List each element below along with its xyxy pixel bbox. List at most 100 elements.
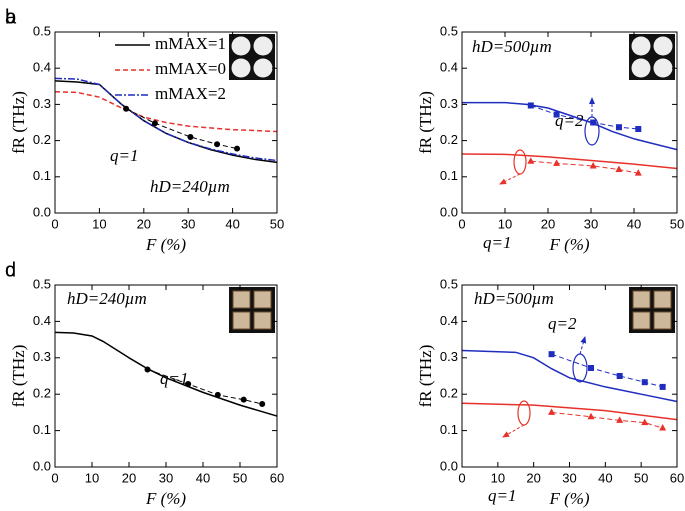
series-line	[54, 77, 278, 162]
data-point	[634, 169, 642, 176]
y-tick-label: 0.5	[440, 23, 458, 38]
x-tick-label: 0	[458, 470, 465, 485]
y-tick-label: 0.5	[33, 23, 51, 38]
series-line	[551, 411, 663, 429]
y-tick-label: 0.2	[33, 132, 51, 147]
panel: c 0 10 20 30 40 50 60 0.0 0.1 0.2 0.3 0.4 0.5 F (%) fR …	[5, 259, 284, 508]
x-axis-label: F (%)	[145, 489, 186, 508]
y-tick-label: 0.3	[440, 349, 458, 364]
series-line	[461, 349, 678, 403]
legend-label: mMAX=1	[155, 34, 226, 53]
y-tick-label: 0.0	[33, 204, 51, 219]
mode-arrow	[579, 336, 587, 355]
data-point	[187, 133, 194, 140]
y-tick-label: 0.1	[440, 168, 458, 183]
annotation: hD=500µm	[474, 289, 554, 308]
y-tick-label: 0.0	[440, 204, 458, 219]
y-axis-label: fR (THz)	[9, 91, 28, 154]
data-point	[185, 381, 192, 388]
data-point	[553, 111, 560, 118]
inset-square	[632, 290, 651, 309]
inset-disk	[253, 58, 273, 78]
x-tick-label: 30	[562, 470, 576, 485]
y-tick-label: 0.2	[33, 386, 51, 401]
x-axis-label: F (%)	[548, 235, 589, 254]
data-point	[587, 412, 595, 420]
series-line	[530, 160, 639, 174]
x-tick-label: 60	[670, 470, 684, 485]
inset-square	[653, 290, 672, 309]
x-axis-label: F (%)	[548, 489, 589, 508]
y-tick-label: 0.4	[440, 60, 458, 75]
data-point	[214, 391, 221, 398]
data-point	[615, 124, 622, 131]
y-axis-label: fR (THz)	[416, 345, 435, 408]
y-tick-label: 0.0	[440, 458, 458, 473]
data-point	[590, 119, 597, 126]
series-line	[551, 353, 663, 388]
inset-square	[232, 290, 251, 309]
x-tick-label: 50	[233, 470, 247, 485]
x-tick-label: 0	[51, 216, 58, 231]
y-tick-label: 0.3	[440, 96, 458, 111]
series-line	[461, 153, 678, 170]
panel: a 0 10 20 30 40 50 0.0 0.1 0.2 0.3 0.4 0.5 F (%) fR (T…	[5, 6, 284, 254]
x-tick-label: 20	[541, 216, 555, 231]
annotation: q=1	[488, 486, 516, 505]
annotation: q=1	[483, 233, 511, 252]
x-tick-label: 40	[598, 470, 612, 485]
x-tick-label: 50	[634, 470, 648, 485]
data-point	[659, 424, 667, 431]
y-tick-label: 0.5	[440, 276, 458, 291]
inset-square	[653, 311, 672, 330]
data-point	[615, 165, 623, 173]
data-point	[240, 396, 247, 403]
data-point	[659, 383, 666, 390]
panel: b 0 10 20 30 40 50 0.0 0.1 0.2 0.3 0.4 0.5 F (%) fR (T…	[5, 6, 684, 254]
series-line	[54, 331, 278, 417]
y-tick-label: 0.1	[33, 422, 51, 437]
annotation: hD=240µm	[150, 177, 230, 196]
inset-disk	[653, 58, 673, 78]
y-tick-label: 0.3	[33, 349, 51, 364]
data-point	[641, 418, 649, 426]
data-point	[527, 157, 535, 164]
plot-frame	[461, 284, 678, 468]
y-axis-label: fR (THz)	[9, 345, 28, 408]
mode-arrow	[502, 424, 525, 438]
x-tick-label: 40	[627, 216, 641, 231]
inset-square	[253, 290, 272, 309]
x-tick-label: 10	[92, 216, 106, 231]
plot-frame	[461, 31, 678, 214]
panel-label: b	[5, 6, 16, 28]
plot-frame	[54, 31, 278, 214]
data-point	[144, 366, 151, 373]
x-tick-label: 50	[670, 216, 684, 231]
y-tick-label: 0.1	[33, 168, 51, 183]
x-tick-label: 60	[270, 470, 284, 485]
data-point	[616, 373, 623, 379]
legend-label: mMAX=0	[155, 59, 226, 78]
y-tick-label: 0.0	[33, 458, 51, 473]
inset-disk	[253, 36, 273, 56]
data-point	[151, 120, 158, 127]
y-axis-label: fR (THz)	[416, 91, 435, 154]
mode-arrow	[499, 173, 521, 185]
x-tick-label: 0	[458, 216, 465, 231]
data-point	[616, 416, 624, 423]
y-tick-label: 0.3	[33, 96, 51, 111]
y-tick-label: 0.2	[440, 386, 458, 401]
series-line	[54, 90, 278, 133]
inset-square	[232, 311, 251, 330]
y-tick-label: 0.4	[33, 60, 51, 75]
data-point	[588, 364, 594, 371]
y-tick-label: 0.4	[33, 313, 51, 328]
x-tick-label: 10	[491, 470, 505, 485]
data-point	[548, 351, 555, 358]
data-point	[234, 145, 241, 152]
panel-label: a	[5, 6, 17, 28]
x-tick-label: 30	[181, 216, 195, 231]
annotation: hD=500µm	[472, 37, 552, 56]
mode-ellipse	[572, 353, 588, 383]
annotation: hD=240µm	[67, 289, 147, 308]
